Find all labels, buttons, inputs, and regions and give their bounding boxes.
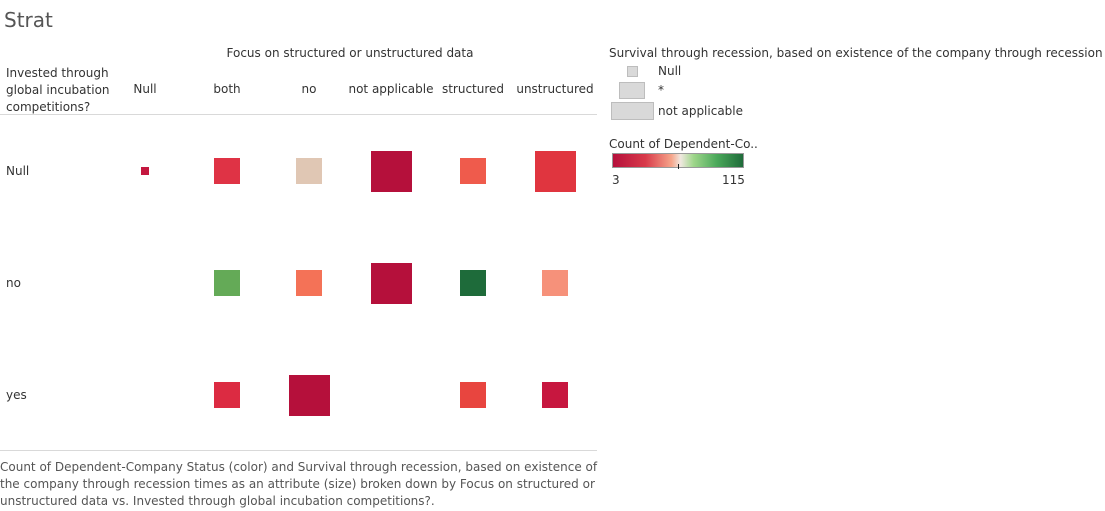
sheet-title: Strat [4,8,53,32]
heatmap-cell-null-no[interactable] [296,158,322,184]
column-label-no: no [301,82,317,96]
column-label-structured: structured [441,82,505,96]
size-legend-swatch-null[interactable] [627,66,638,77]
size-legend-label-null[interactable]: Null [658,64,682,78]
row-label-yes: yes [6,388,27,402]
size-legend-label-star[interactable]: * [658,83,664,97]
header-divider [0,114,597,115]
column-label-unstructured: unstructured [516,82,594,96]
row-group-header: Invested through global incubation compe… [6,66,110,114]
color-legend-max: 115 [722,173,745,187]
size-legend-swatch-star[interactable] [619,82,645,99]
size-legend-swatch-not-applicable[interactable] [611,102,654,120]
heatmap-cell-null-not-applicable[interactable] [370,150,412,192]
chart-caption: Count of Dependent-Company Status (color… [0,460,598,508]
column-label-null: Null [133,82,157,96]
heatmap-cell-no-structured[interactable] [460,270,486,296]
color-legend-title: Count of Dependent-Co.. [609,137,758,151]
heatmap-cell-yes-structured[interactable] [460,382,486,408]
heatmap-cell-yes-both[interactable] [214,382,240,408]
heatmap-cell-null-both[interactable] [214,158,240,184]
size-legend-title: Survival through recession, based on exi… [609,46,1105,60]
color-legend-tick [678,164,679,169]
size-legend-label-not-applicable[interactable]: not applicable [658,104,744,118]
heatmap-cell-no-no[interactable] [296,270,322,296]
heatmap-cell-yes-no[interactable] [288,374,330,416]
column-group-header: Focus on structured or unstructured data [226,46,474,60]
row-label-no: no [6,276,21,290]
heatmap-cell-null-unstructured[interactable] [534,150,576,192]
heatmap-cell-no-unstructured[interactable] [542,270,568,296]
column-label-both: both [213,82,241,96]
heatmap-cell-null-structured[interactable] [460,158,486,184]
footer-divider [0,450,597,451]
heatmap-cell-no-not-applicable[interactable] [370,262,412,304]
column-label-not-applicable: not applicable [348,82,434,96]
heatmap-cell-null-null[interactable] [141,167,149,175]
row-label-null: Null [6,164,30,178]
heatmap-cell-no-both[interactable] [214,270,240,296]
heatmap-cell-yes-unstructured[interactable] [542,382,568,408]
color-legend-min: 3 [612,173,620,187]
